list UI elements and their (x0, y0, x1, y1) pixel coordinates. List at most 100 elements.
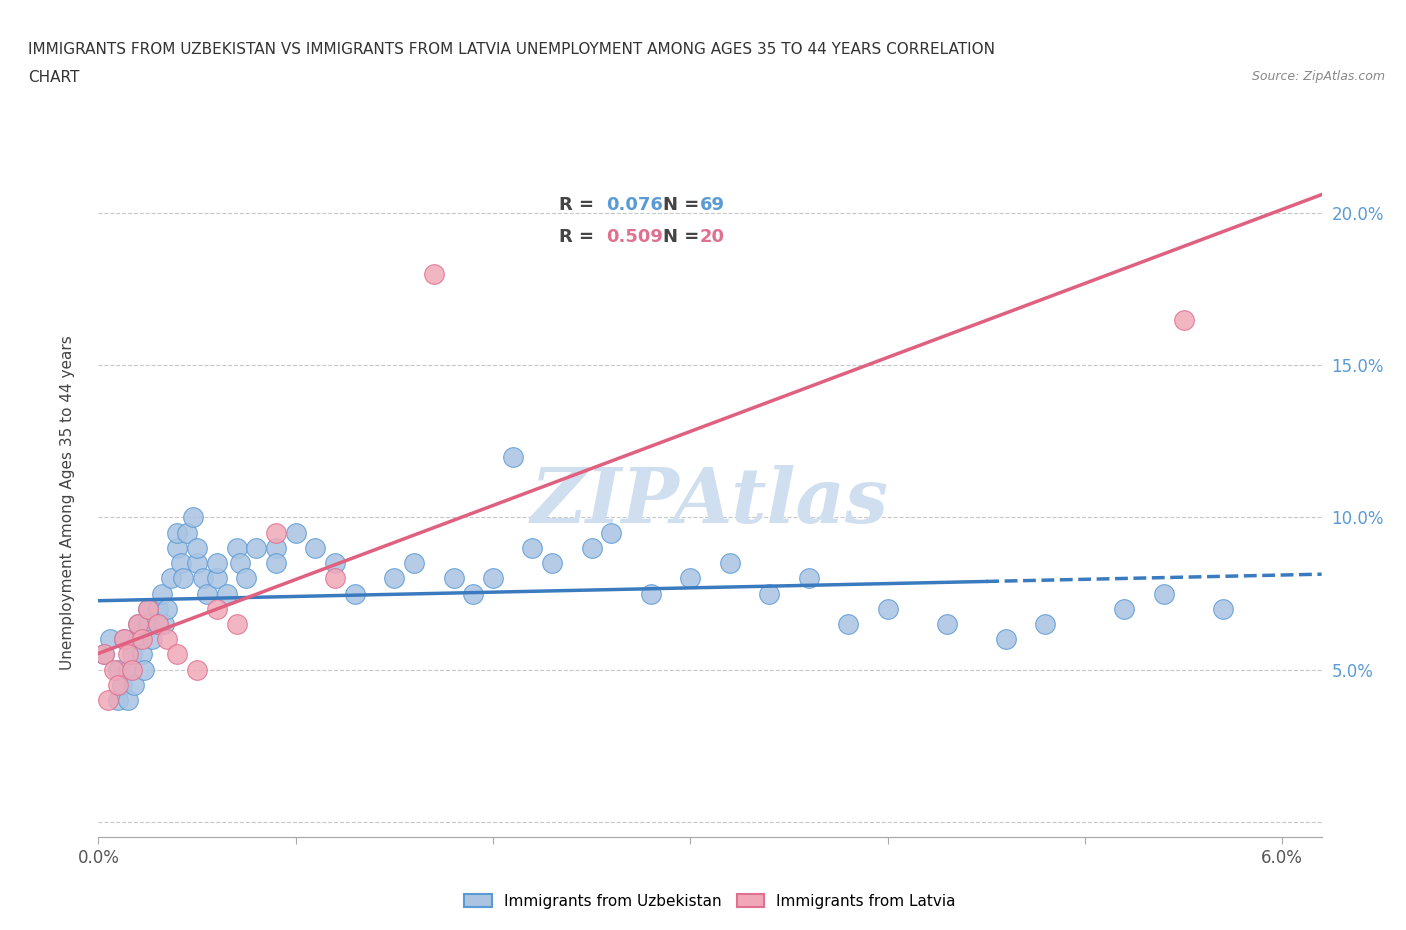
Text: ZIPAtlas: ZIPAtlas (531, 465, 889, 539)
Point (935, 617, 957, 631)
Point (146, 602, 169, 617)
Point (522, 540, 544, 555)
Point (117, 647, 139, 662)
Point (837, 617, 859, 631)
Point (215, 586, 238, 601)
Point (876, 602, 898, 617)
Point (264, 555, 287, 570)
Point (382, 571, 405, 586)
Point (245, 540, 267, 555)
Point (107, 677, 129, 692)
Point (181, 510, 204, 525)
Point (758, 586, 780, 601)
Point (131, 631, 153, 646)
Point (176, 525, 198, 540)
Point (112, 631, 135, 646)
Point (146, 617, 169, 631)
Point (107, 662, 129, 677)
Point (343, 586, 366, 601)
Point (235, 571, 257, 586)
Point (150, 586, 173, 601)
Point (284, 525, 307, 540)
Point (186, 540, 208, 555)
Point (264, 540, 287, 555)
Point (502, 449, 524, 464)
Point (1173, 312, 1195, 327)
Point (423, 267, 446, 282)
Point (541, 555, 564, 570)
Point (121, 662, 143, 677)
Point (581, 540, 603, 555)
Point (98, 631, 121, 646)
Point (225, 540, 247, 555)
Text: IMMIGRANTS FROM UZBEKISTAN VS IMMIGRANTS FROM LATVIA UNEMPLOYMENT AMONG AGES 35 : IMMIGRANTS FROM UZBEKISTAN VS IMMIGRANTS… (28, 42, 995, 57)
Point (172, 571, 194, 586)
Point (103, 662, 125, 677)
Point (205, 602, 228, 617)
Point (186, 662, 208, 677)
Point (136, 602, 159, 617)
Point (112, 631, 135, 646)
Point (797, 571, 820, 586)
Point (152, 617, 174, 631)
Point (404, 555, 426, 570)
Point (323, 571, 346, 586)
Point (195, 586, 218, 601)
Point (117, 662, 139, 677)
Point (127, 617, 149, 631)
Point (166, 525, 188, 540)
Point (131, 647, 153, 662)
Point (93, 647, 115, 662)
Point (205, 555, 228, 570)
Point (166, 647, 188, 662)
Point (127, 631, 149, 646)
Legend: Immigrants from Uzbekistan, Immigrants from Latvia: Immigrants from Uzbekistan, Immigrants f… (457, 886, 963, 916)
Text: 0.509: 0.509 (606, 228, 662, 246)
Point (156, 631, 179, 646)
Point (225, 617, 247, 631)
Point (121, 647, 143, 662)
Point (679, 571, 702, 586)
Point (107, 693, 129, 708)
Point (117, 693, 139, 708)
Point (323, 555, 346, 570)
Point (1153, 586, 1175, 601)
Point (994, 631, 1017, 646)
Point (443, 571, 465, 586)
Point (718, 555, 741, 570)
Text: 0.076: 0.076 (606, 195, 662, 214)
Text: Source: ZipAtlas.com: Source: ZipAtlas.com (1251, 70, 1385, 83)
Point (160, 571, 183, 586)
Text: N =: N = (664, 228, 706, 246)
Point (132, 662, 155, 677)
Point (1114, 602, 1136, 617)
Point (136, 617, 159, 631)
Point (127, 617, 149, 631)
Point (93, 647, 115, 662)
Point (156, 602, 179, 617)
Point (97, 693, 120, 708)
Point (600, 525, 623, 540)
Point (640, 586, 662, 601)
Text: 69: 69 (700, 195, 725, 214)
Text: R =: R = (560, 195, 600, 214)
Point (166, 540, 188, 555)
Point (111, 677, 134, 692)
Point (146, 617, 169, 631)
Text: N =: N = (664, 195, 706, 214)
Point (186, 555, 208, 570)
Point (170, 555, 193, 570)
Point (136, 602, 159, 617)
Text: CHART: CHART (28, 70, 80, 85)
Text: R =: R = (560, 228, 600, 246)
Point (304, 540, 326, 555)
Point (482, 571, 505, 586)
Point (141, 631, 163, 646)
Y-axis label: Unemployment Among Ages 35 to 44 years: Unemployment Among Ages 35 to 44 years (60, 335, 75, 670)
Point (191, 571, 214, 586)
Point (463, 586, 485, 601)
Point (122, 677, 145, 692)
Point (205, 571, 228, 586)
Point (264, 525, 287, 540)
Point (1212, 602, 1234, 617)
